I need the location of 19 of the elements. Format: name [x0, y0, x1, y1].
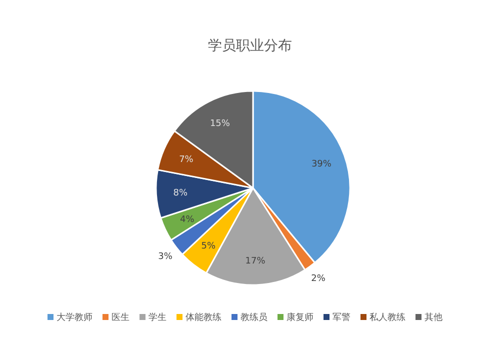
legend-label: 体能教练	[186, 312, 222, 323]
data-label: 2%	[311, 274, 326, 284]
legend-label: 大学教师	[56, 312, 92, 323]
data-label: 8%	[173, 188, 188, 199]
legend-label: 医生	[112, 312, 130, 323]
legend-label: 教练员	[240, 312, 268, 323]
data-label: 17%	[245, 256, 266, 267]
legend-label: 其他	[424, 312, 442, 323]
data-label: 15%	[210, 119, 230, 130]
data-label: 4%	[180, 214, 195, 225]
chart-title: 学员职业分布	[208, 38, 292, 54]
data-label: 39%	[311, 159, 332, 170]
legend-label: 康复师	[286, 312, 314, 323]
legend-label: 学生	[148, 312, 166, 323]
data-label: 3%	[158, 252, 173, 262]
data-label: 7%	[179, 155, 194, 166]
legend-label: 私人教练	[370, 312, 406, 323]
legend-label: 军警	[332, 312, 350, 323]
data-label: 5%	[201, 241, 216, 252]
